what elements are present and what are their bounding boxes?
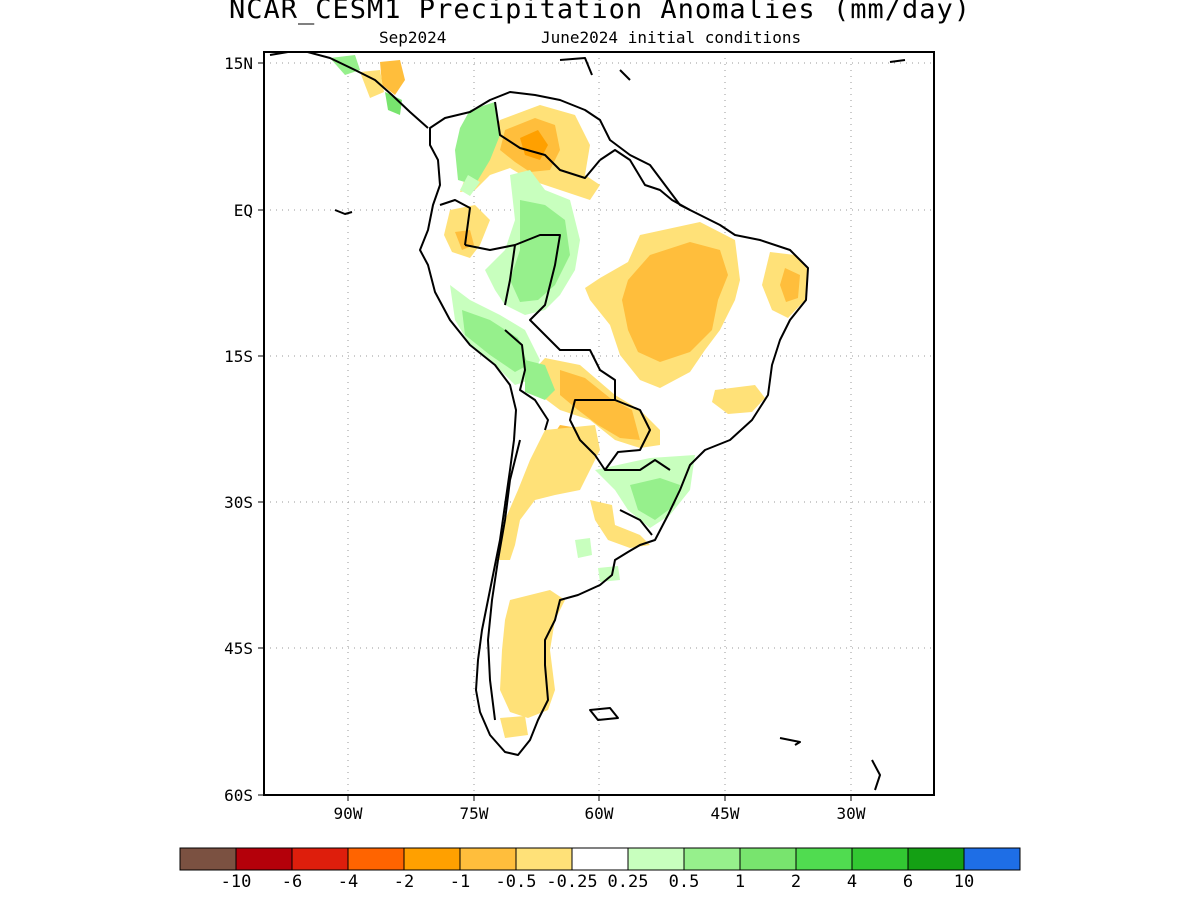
colorbar-swatch xyxy=(683,847,741,871)
border-colombia-venezuela xyxy=(494,101,601,179)
central-america-dry xyxy=(380,60,405,95)
amazon-wet xyxy=(510,200,570,302)
caribbean-islands xyxy=(559,57,906,81)
venezuela-dry-core xyxy=(520,130,548,160)
border-argentina-chile xyxy=(487,439,521,721)
colorbar-swatch xyxy=(795,847,853,871)
colorbar-labels: -10 -6 -4 -2 -1 -0.5 -0.25 0.25 0.5 1 2 4 6 10 xyxy=(221,872,975,892)
colorbar-label: 1 xyxy=(735,872,745,892)
gridlines xyxy=(264,52,934,795)
paraguay-dry xyxy=(560,370,640,440)
lat-label-45s: 45S xyxy=(224,639,253,658)
argentina-central-dry-light xyxy=(590,500,650,548)
lat-label-60s: 60S xyxy=(224,786,253,805)
colorbar-label: 0.25 xyxy=(608,872,649,892)
colorbar-label: -0.5 xyxy=(496,872,537,892)
colorbar-swatch xyxy=(459,847,517,871)
colorbar-label: 10 xyxy=(954,872,974,892)
lat-label-15s: 15S xyxy=(224,347,253,366)
colorbar-label: -1 xyxy=(450,872,470,892)
colorbar-label: -10 xyxy=(221,872,252,892)
central-america-dry-light xyxy=(360,70,384,98)
wet-anomaly-areas xyxy=(330,55,695,582)
colorbar-swatch xyxy=(571,847,629,871)
border-bolivia-chile xyxy=(504,329,549,431)
falklands xyxy=(589,707,619,721)
south-sandwich xyxy=(871,759,881,791)
bolivia-wet xyxy=(525,360,555,400)
lon-label-75w: 75W xyxy=(460,804,489,823)
border-paraguay xyxy=(569,399,651,471)
colorbar-swatch xyxy=(291,847,349,871)
colorbar-label: 0.5 xyxy=(669,872,700,892)
lon-label-90w: 90W xyxy=(334,804,363,823)
south-brazil-wet xyxy=(630,478,680,520)
brazil-coast-dry-core xyxy=(780,268,800,302)
colorbar xyxy=(179,847,1021,871)
argentina-wet-spot xyxy=(575,538,592,558)
colombia-wet xyxy=(455,102,500,185)
colorbar-swatch xyxy=(347,847,405,871)
map-title: NCAR_CESM1 Precipitation Anomalies (mm/d… xyxy=(229,0,971,25)
colorbar-swatch xyxy=(515,847,573,871)
colorbar-label: -2 xyxy=(394,872,414,892)
lon-labels: 90W 75W 60W 45W 30W xyxy=(334,804,866,823)
lon-ticks xyxy=(347,795,852,801)
colombia-wet-light xyxy=(460,175,480,196)
coastlines xyxy=(269,52,906,791)
brazil-east-dry xyxy=(712,385,765,414)
colorbar-swatch xyxy=(963,847,1021,871)
central-america-wet-2 xyxy=(385,92,402,115)
argentina-north-dry-light xyxy=(498,425,600,560)
colorbar-swatch xyxy=(851,847,909,871)
south-georgia xyxy=(779,737,801,746)
lon-label-30w: 30W xyxy=(837,804,866,823)
galapagos xyxy=(334,209,353,215)
colorbar-swatch xyxy=(907,847,965,871)
colorbar-swatch xyxy=(235,847,293,871)
colorbar-label: -4 xyxy=(338,872,358,892)
dry-anomaly-areas xyxy=(360,60,808,738)
peru-wet xyxy=(462,310,528,372)
lon-label-45w: 45W xyxy=(711,804,740,823)
border-ecuador xyxy=(439,199,471,246)
colorbar-label: -6 xyxy=(282,872,302,892)
border-brazil-bolivia xyxy=(514,234,616,400)
colorbar-label: -0.25 xyxy=(546,872,597,892)
central-america-outline xyxy=(269,52,429,129)
colorbar-swatch xyxy=(179,847,237,871)
colorbar-label: 6 xyxy=(903,872,913,892)
colorbar-swatch xyxy=(739,847,797,871)
lat-ticks xyxy=(258,62,264,796)
initial-conditions-label: June2024 initial conditions xyxy=(541,28,802,47)
lat-label-30s: 30S xyxy=(224,493,253,512)
forecast-month: Sep2024 xyxy=(379,28,447,47)
lat-labels: 15N EQ 15S 30S 45S 60S xyxy=(224,54,253,805)
lat-label-eq: EQ xyxy=(234,201,253,220)
border-argentina-brazil xyxy=(605,459,671,536)
colorbar-label: 4 xyxy=(847,872,857,892)
colorbar-label: 2 xyxy=(791,872,801,892)
ne-brazil-dry xyxy=(622,242,728,362)
patagonia-dry xyxy=(500,590,565,718)
border-guianas xyxy=(599,149,691,211)
argentina-wet-spot-2 xyxy=(598,566,620,582)
colorbar-swatch xyxy=(403,847,461,871)
colorbar-swatch xyxy=(627,847,685,871)
south-america-outline xyxy=(419,91,809,756)
lon-label-60w: 60W xyxy=(585,804,614,823)
tierra-del-fuego-dry xyxy=(500,716,528,738)
lat-label-15n: 15N xyxy=(224,54,253,73)
